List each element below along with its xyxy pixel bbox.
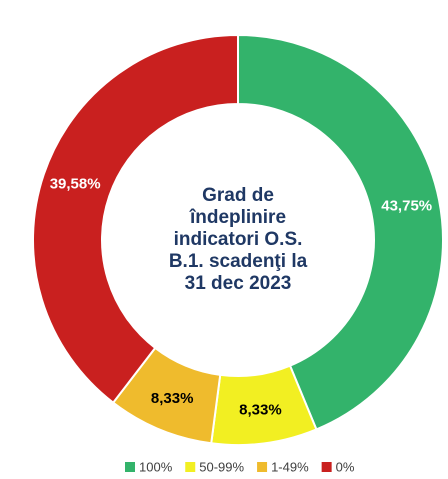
legend-swatch (257, 462, 268, 472)
legend-swatch (321, 462, 332, 472)
chart-title: 31 dec 2023 (185, 273, 292, 294)
donut-segment (237, 33, 444, 431)
legend-swatch (185, 462, 196, 472)
donut-segment (32, 33, 239, 405)
data-label: 39,58% (50, 176, 101, 193)
data-label: 43,75% (381, 197, 432, 214)
legend-swatch (125, 462, 135, 472)
data-label: 8,33% (239, 402, 282, 419)
legend-label: 50-99% (199, 459, 244, 474)
chart-title: B.1. scadenţi la (169, 251, 308, 272)
legend-label: 0% (336, 459, 355, 474)
chart-title: îndeplinire (189, 207, 286, 228)
chart-title: indicatori O.S. (174, 229, 303, 250)
legend-label: 100% (139, 459, 173, 474)
legend-label: 1-49% (271, 459, 309, 474)
data-label: 8,33% (151, 390, 194, 407)
chart-title: Grad de (202, 185, 274, 206)
